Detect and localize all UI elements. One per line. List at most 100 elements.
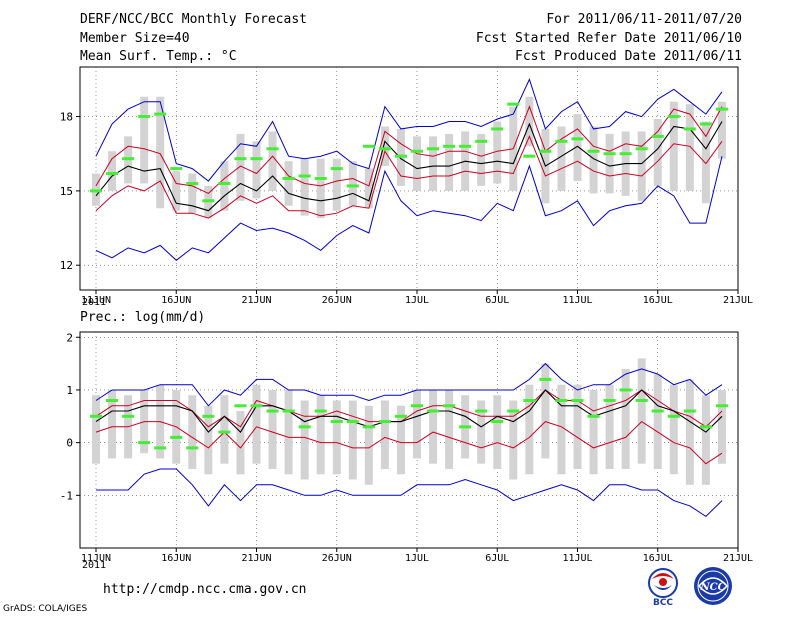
variable-label: Mean Surf. Temp.: °C bbox=[80, 49, 237, 64]
temp-observed-mark bbox=[539, 149, 552, 153]
temp-observed-mark bbox=[555, 139, 568, 143]
prec-xtick-label: 16JUN bbox=[161, 553, 191, 564]
prec-observed-mark bbox=[330, 420, 343, 424]
prec-spread-box bbox=[429, 389, 438, 464]
prec-observed-mark bbox=[282, 409, 295, 413]
temp-spread-box bbox=[525, 96, 534, 147]
prec-observed-mark bbox=[491, 420, 504, 424]
prec-spread-box bbox=[509, 400, 518, 480]
prec-observed-mark bbox=[90, 414, 102, 418]
prec-spread-box bbox=[188, 395, 197, 469]
prec-observed-mark bbox=[571, 398, 584, 402]
prec-observed-mark bbox=[475, 409, 488, 413]
temp-observed-mark bbox=[314, 177, 327, 180]
temp-observed-mark bbox=[346, 184, 359, 188]
temp-observed-mark bbox=[459, 144, 472, 148]
prec-ytick-label: 1 bbox=[66, 384, 73, 397]
prec-spread-box bbox=[685, 379, 694, 485]
prec-xtick-label: 21JUL bbox=[723, 553, 753, 564]
prec-observed-mark bbox=[539, 377, 552, 381]
temp-observed-mark bbox=[523, 154, 536, 158]
prec-observed-mark bbox=[218, 430, 231, 434]
prec-spread-box bbox=[589, 389, 598, 475]
prec-observed-mark bbox=[138, 441, 151, 445]
temp-spread-box bbox=[557, 126, 566, 191]
temp-observed-mark bbox=[699, 122, 712, 126]
prec-observed-mark bbox=[298, 425, 311, 429]
temp-observed-mark bbox=[619, 152, 632, 156]
prec-spread-box bbox=[92, 395, 100, 464]
temp-spread-box bbox=[669, 101, 678, 191]
temp-observed-mark bbox=[234, 157, 247, 161]
temp-upper-line bbox=[95, 105, 723, 194]
temp-spread-box bbox=[589, 126, 598, 194]
prec-observed-mark bbox=[715, 404, 728, 408]
prec-max-line bbox=[95, 362, 723, 407]
prec-spread-box bbox=[653, 374, 662, 469]
prec-spread-box bbox=[621, 368, 630, 469]
bcc-logo: BCC bbox=[648, 568, 678, 607]
temp-spread-box bbox=[284, 161, 293, 206]
temp-spread-box bbox=[380, 126, 389, 167]
temp-observed-mark bbox=[298, 174, 311, 178]
bcc-logo-text: BCC bbox=[653, 598, 673, 607]
prec-xtick-label: 11JUL bbox=[562, 553, 592, 564]
prec-spread-box bbox=[364, 405, 373, 485]
prec-spread-box bbox=[108, 389, 117, 459]
prec-observed-mark bbox=[202, 414, 215, 418]
grads-credit: GrADS: COLA/IGES bbox=[3, 604, 88, 614]
temp-spread-box bbox=[701, 121, 710, 204]
temp-frame bbox=[79, 66, 739, 291]
temp-spread-box bbox=[348, 161, 357, 206]
temp-xtick-label: 21JUN bbox=[241, 295, 271, 306]
temp-observed-mark bbox=[170, 167, 183, 171]
prec-observed-mark bbox=[250, 404, 263, 408]
temp-spread-box bbox=[717, 101, 726, 159]
prec-observed-mark bbox=[619, 388, 632, 392]
prec-spread-box bbox=[268, 389, 277, 469]
website-url[interactable]: http://cmdp.ncc.cma.gov.cn bbox=[103, 582, 307, 597]
prec-observed-mark bbox=[234, 404, 247, 408]
prec-observed-mark bbox=[106, 398, 119, 402]
temp-observed-mark bbox=[571, 137, 584, 141]
prec-observed-mark bbox=[651, 409, 664, 413]
temp-observed-mark bbox=[218, 181, 231, 185]
prec-spread-box bbox=[380, 400, 389, 469]
prec-observed-mark bbox=[523, 398, 536, 402]
prec-observed-mark bbox=[587, 414, 600, 418]
prec-observed-mark bbox=[266, 409, 279, 413]
prec-spread-box bbox=[669, 384, 678, 475]
prec-xtick-label: 26JUN bbox=[322, 553, 352, 564]
temp-spread-box bbox=[332, 158, 341, 211]
temp-xtick-label: 26JUN bbox=[322, 295, 352, 306]
prec-spread-box bbox=[541, 363, 550, 459]
temp-spread-box bbox=[413, 136, 421, 191]
temp-observed-mark bbox=[330, 167, 343, 171]
prec-spread-box bbox=[300, 400, 309, 480]
temp-spread-box bbox=[252, 141, 261, 199]
prec-ytick-label: 0 bbox=[66, 437, 73, 450]
prec-upper-line bbox=[95, 389, 723, 428]
prec-observed-mark bbox=[362, 425, 375, 429]
prec-observed-mark bbox=[378, 420, 391, 424]
temp-observed-mark bbox=[443, 144, 456, 148]
temp-spread-box bbox=[316, 158, 325, 219]
prec-spread-box bbox=[316, 395, 325, 475]
prec-observed-mark bbox=[683, 409, 696, 413]
temp-ytick-label: 15 bbox=[60, 185, 73, 198]
temp-xtick-label: 1JUL bbox=[405, 295, 429, 306]
temp-observed-mark bbox=[667, 115, 680, 119]
prec-spread-box bbox=[204, 405, 213, 475]
prec-spread-box bbox=[717, 389, 726, 464]
prec-observed-mark bbox=[170, 435, 183, 439]
prec-observed-mark bbox=[555, 398, 568, 402]
prec-observed-mark bbox=[443, 404, 456, 408]
forecast-period: For 2011/06/11-2011/07/20 bbox=[546, 12, 742, 27]
temp-observed-mark bbox=[106, 172, 119, 176]
temp-spread-box bbox=[268, 131, 277, 191]
temp-observed-mark bbox=[651, 134, 664, 138]
temp-spread-box bbox=[156, 96, 165, 209]
prec-xtick-label: 11JUN bbox=[81, 553, 111, 564]
prec-observed-mark bbox=[411, 404, 423, 408]
